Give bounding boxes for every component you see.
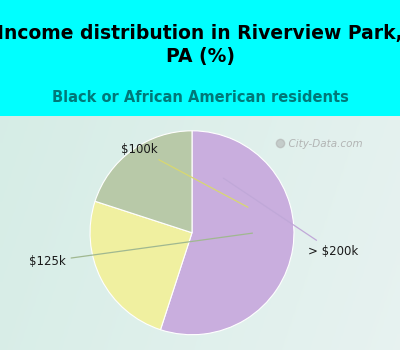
Wedge shape [95, 131, 192, 233]
Text: > $200k: > $200k [224, 178, 358, 258]
Wedge shape [160, 131, 294, 335]
Text: City-Data.com: City-Data.com [282, 139, 363, 149]
Text: Income distribution in Riverview Park,
PA (%): Income distribution in Riverview Park, P… [0, 24, 400, 66]
Wedge shape [90, 201, 192, 330]
Text: Black or African American residents: Black or African American residents [52, 90, 348, 105]
Text: $125k: $125k [29, 233, 252, 268]
Text: $100k: $100k [121, 143, 248, 207]
